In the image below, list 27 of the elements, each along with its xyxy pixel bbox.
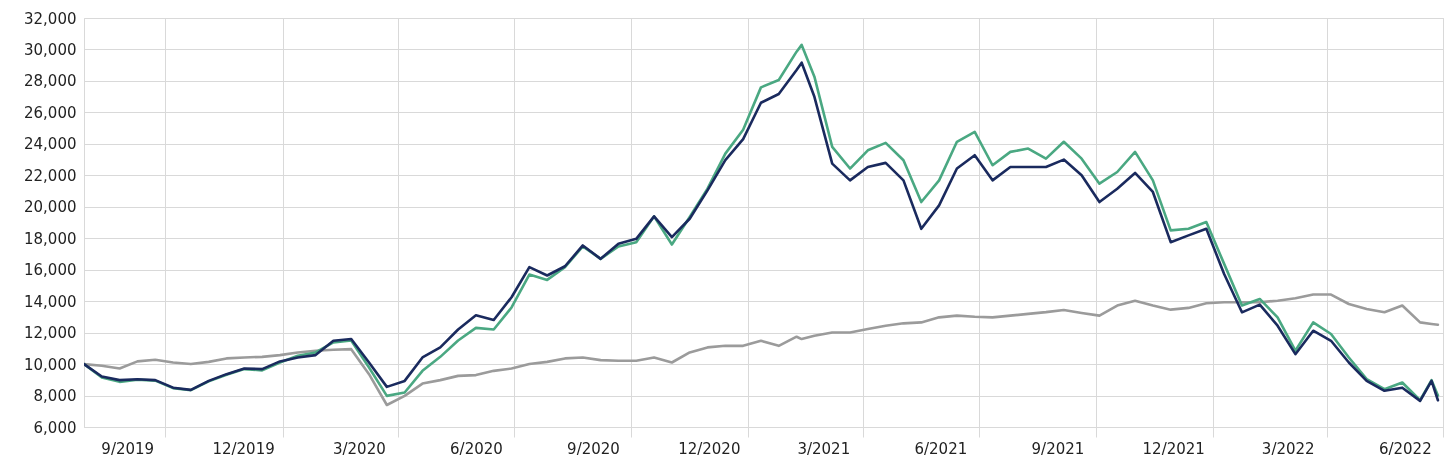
x-tick-label: 12/2020 [678,439,741,456]
y-tick-label: 16,000 [24,261,77,280]
y-tick-label: 26,000 [24,103,77,122]
y-tick-label: 30,000 [24,40,77,59]
y-tick-label: 14,000 [24,292,77,311]
x-tick-label: 9/2019 [101,439,155,456]
x-tick-label: 6/2022 [1378,439,1432,456]
x-tick-label: 9/2020 [567,439,620,456]
y-tick-label: 22,000 [24,166,77,185]
x-tick-label: 3/2020 [332,439,386,456]
y-tick-label: 10,000 [24,355,77,374]
x-tick-label: 6/2021 [914,439,968,456]
y-tick-label: 12,000 [24,324,77,343]
x-tick-label: 3/2021 [797,439,851,456]
x-tick-label: 3/2022 [1261,439,1315,456]
line-series [84,293,1440,407]
y-tick-label: 6,000 [33,418,77,437]
x-tick-label: 9/2021 [1031,439,1085,456]
y-tick-label: 18,000 [24,229,77,248]
y-tick-label: 32,000 [24,9,77,28]
y-tick-label: 28,000 [24,72,77,91]
y-tick-label: 8,000 [33,387,77,406]
y-tick-label: 20,000 [24,198,77,217]
x-tick-label: 12/2021 [1142,439,1205,456]
x-tick-label: 12/2019 [212,439,275,456]
y-tick-label: 24,000 [24,135,77,154]
x-tick-label: 6/2020 [450,439,503,456]
